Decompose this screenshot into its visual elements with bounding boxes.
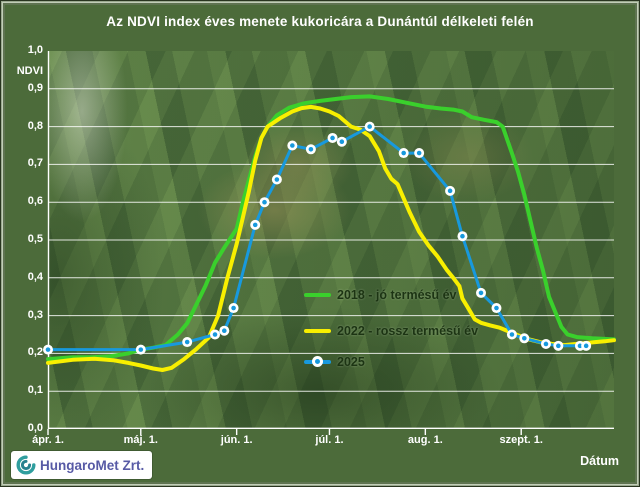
y-tick-label: 0,2: [27, 346, 43, 359]
legend-label: 2018 - jó termésű év: [337, 288, 457, 302]
x-tick-label: ápr. 1.: [32, 434, 64, 446]
legend-item-2025: 2025: [304, 354, 365, 370]
legend-swatch: [304, 356, 331, 367]
data-point-marker-center: [522, 335, 527, 341]
y-tick-label: 0,9: [27, 81, 43, 94]
data-point-marker-center: [221, 328, 227, 334]
legend-item-2022: 2022 - rossz termésű év: [304, 323, 478, 339]
data-point-marker-center: [290, 143, 295, 148]
y-tick-label: 1,0: [27, 44, 43, 56]
y-tick-label: 0,5: [27, 233, 43, 245]
plot-area: 2018 - jó termésű év 2022 - rossz termésű…: [43, 51, 616, 435]
y-tick-label: 0,0: [27, 422, 43, 434]
legend-swatch: [304, 329, 331, 333]
y-tick-label: 0,1: [27, 384, 43, 397]
y-tick-label: 0,8: [27, 119, 43, 132]
legend-swatch: [304, 293, 331, 297]
data-point-marker-center: [262, 199, 267, 205]
data-point-marker-center: [583, 343, 589, 349]
legend-item-2018: 2018 - jó termésű év: [304, 287, 457, 303]
data-point-marker-center: [231, 305, 236, 311]
hungaromet-spiral-icon: [15, 454, 37, 476]
data-point-marker-center: [416, 150, 422, 156]
y-tick-label: 0,6: [27, 195, 43, 208]
data-point-marker-center: [577, 343, 583, 349]
y-axis-title: NDVI: [16, 65, 43, 77]
y-tick-label: 0,4: [27, 270, 43, 283]
legend-label: 2022 - rossz termésű év: [337, 324, 479, 338]
x-tick-label: júl. 1.: [315, 434, 344, 446]
hungaromet-logo: HungaroMet Zrt.: [11, 451, 153, 479]
data-point-marker-center: [460, 233, 465, 239]
data-point-marker-center: [367, 124, 372, 129]
data-point-marker-center: [330, 135, 335, 141]
data-point-marker-center: [45, 347, 51, 352]
data-point-marker-center: [556, 343, 561, 349]
data-point-marker-center: [509, 332, 515, 337]
x-tick-label: máj. 1.: [123, 434, 158, 446]
legend-marker-dot: [312, 356, 323, 367]
x-axis-title: Dátum: [580, 454, 619, 468]
data-point-marker-center: [543, 341, 549, 347]
x-tick-label: jún. 1.: [220, 434, 253, 446]
data-point-marker-center: [401, 150, 406, 156]
data-point-marker-center: [447, 188, 453, 194]
data-point-marker-center: [478, 290, 484, 296]
data-point-marker-center: [274, 177, 280, 182]
legend-label: 2025: [337, 355, 365, 369]
y-tick-label: 0,7: [27, 157, 43, 170]
data-point-marker-center: [252, 222, 258, 228]
data-point-marker-center: [212, 332, 218, 337]
data-point-marker-center: [494, 305, 499, 311]
chart-canvas: [43, 51, 616, 435]
series-line-2025: [46, 125, 588, 352]
y-tick-label: 0,3: [27, 308, 43, 321]
data-point-marker-center: [184, 339, 190, 345]
x-tick-label: szept. 1.: [499, 434, 543, 446]
data-point-marker-center: [138, 347, 144, 352]
series-line-2022: [46, 104, 616, 372]
hungaromet-logo-text: HungaroMet Zrt.: [40, 457, 145, 473]
x-tick-label: aug. 1.: [407, 434, 443, 446]
data-point-marker-center: [339, 139, 345, 145]
data-point-marker-center: [308, 146, 314, 152]
chart-title: Az NDVI index éves menete kukoricára a D…: [106, 14, 534, 29]
series-line-2018: [46, 94, 616, 362]
